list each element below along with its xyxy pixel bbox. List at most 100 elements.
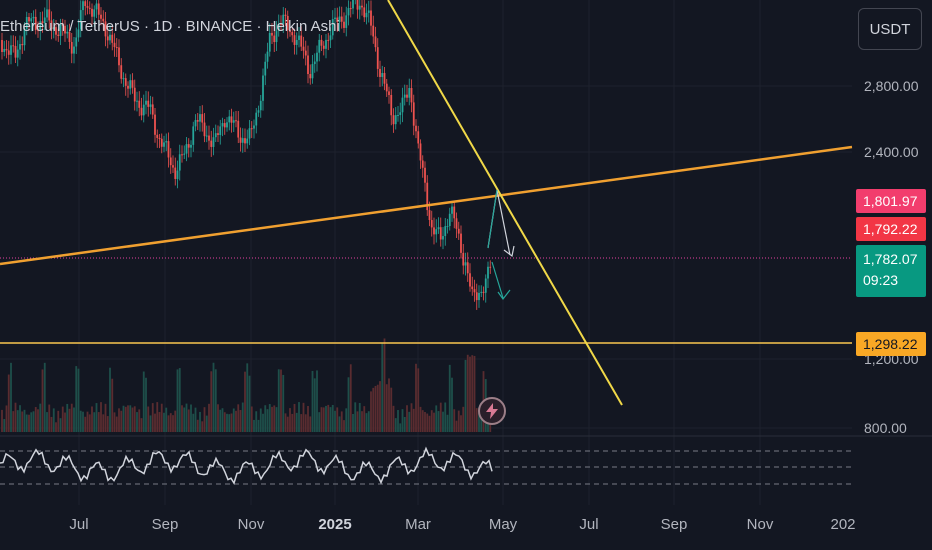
- candle-body: [318, 39, 321, 53]
- candle-body: [300, 35, 303, 47]
- candle-body: [46, 9, 48, 18]
- volume-bar: [300, 414, 303, 432]
- candle-body: [41, 21, 44, 24]
- candle-body: [163, 142, 165, 147]
- volume-bar: [12, 411, 15, 432]
- symbol-title[interactable]: Ethereum / TetherUS · 1D · BINANCE · Hei…: [0, 18, 340, 35]
- volume-bar: [43, 362, 46, 432]
- candle-body: [250, 128, 253, 130]
- candle-body: [28, 17, 30, 22]
- volume-bar: [235, 410, 237, 432]
- candle-body: [138, 100, 141, 108]
- candle-body: [435, 229, 438, 235]
- volume-bar: [406, 405, 408, 432]
- time-tick: Nov: [237, 516, 265, 533]
- volume-bar: [363, 406, 366, 432]
- candle-body: [104, 21, 107, 37]
- candle-body: [327, 39, 330, 41]
- volume-bar: [417, 368, 420, 432]
- candle-body: [196, 120, 199, 122]
- volume-bar: [253, 419, 255, 432]
- projection-arrowhead-teal: [497, 289, 511, 301]
- volume-bar: [190, 404, 192, 432]
- volume-bar: [183, 407, 186, 432]
- volume-bar: [34, 407, 37, 432]
- candle-body: [343, 21, 345, 28]
- volume-bar: [318, 412, 321, 432]
- candle-body: [365, 12, 368, 18]
- time-tick: Sep: [660, 516, 688, 533]
- time-tick: 202: [830, 516, 856, 533]
- candle-body: [183, 153, 186, 155]
- volume-bar: [336, 407, 339, 432]
- candle-body: [1, 40, 3, 52]
- volume-bar: [158, 412, 161, 432]
- volume-bar: [203, 407, 206, 432]
- candle-body: [241, 138, 244, 143]
- price-badge-upper: 1,801.97: [856, 189, 926, 213]
- volume-bar: [124, 406, 127, 432]
- volume-bar: [343, 420, 345, 432]
- volume-bar: [118, 408, 120, 432]
- volume-bar: [52, 408, 55, 432]
- candle-body: [61, 23, 64, 26]
- candle-body: [156, 134, 159, 138]
- candle-body: [480, 291, 483, 293]
- candle-body: [417, 131, 420, 144]
- candle-body: [453, 206, 456, 219]
- volume-bar: [61, 406, 64, 432]
- volume-bar: [230, 413, 233, 432]
- volume-bar: [464, 359, 467, 432]
- candle-body: [471, 286, 474, 290]
- candle-body: [336, 17, 339, 23]
- candle-body: [109, 34, 111, 41]
- volume-bar: [320, 407, 323, 432]
- candle-body: [131, 80, 134, 88]
- candle-body: [95, 3, 98, 10]
- volume-bar: [453, 409, 456, 432]
- candle-body: [82, 1, 84, 11]
- candle-body: [385, 83, 388, 92]
- volume-bar: [174, 410, 177, 432]
- candle-body: [316, 52, 318, 62]
- candle-body: [322, 45, 325, 49]
- candle-body: [280, 23, 282, 25]
- candle-body: [172, 165, 174, 168]
- candle-body: [478, 292, 480, 301]
- candle-body: [273, 35, 276, 43]
- volume-bar: [79, 410, 82, 432]
- volume-bar: [246, 363, 249, 432]
- candle-body: [237, 120, 240, 138]
- candle-body: [347, 8, 350, 16]
- candle-body: [59, 23, 62, 36]
- currency-button[interactable]: USDT: [858, 8, 922, 50]
- candle-body: [388, 91, 390, 95]
- price-candles: [1, 0, 492, 310]
- candle-body: [475, 292, 478, 301]
- volume-bar: [237, 404, 240, 432]
- candle-body: [361, 5, 363, 8]
- candle-body: [406, 94, 408, 98]
- candle-body: [291, 32, 294, 36]
- volume-bar: [129, 405, 132, 432]
- candle-body: [397, 114, 399, 116]
- candle-body: [93, 9, 96, 17]
- volume-bar: [354, 402, 357, 432]
- volume-bar: [273, 405, 276, 432]
- candle-body: [282, 14, 285, 24]
- candle-body: [102, 18, 105, 22]
- candle-body: [286, 15, 289, 31]
- candle-body: [284, 14, 287, 16]
- time-tick: Jul: [579, 516, 599, 533]
- volume-bar: [282, 374, 285, 432]
- volume-bar: [120, 410, 123, 432]
- volume-bar: [147, 406, 150, 432]
- volume-bar: [217, 404, 219, 432]
- candle-body: [410, 88, 413, 103]
- candle-body: [444, 226, 447, 237]
- lightning-alert-icon[interactable]: [478, 397, 506, 425]
- candle-body: [394, 115, 397, 125]
- volume-bar: [68, 408, 71, 432]
- volume-bar: [149, 415, 152, 432]
